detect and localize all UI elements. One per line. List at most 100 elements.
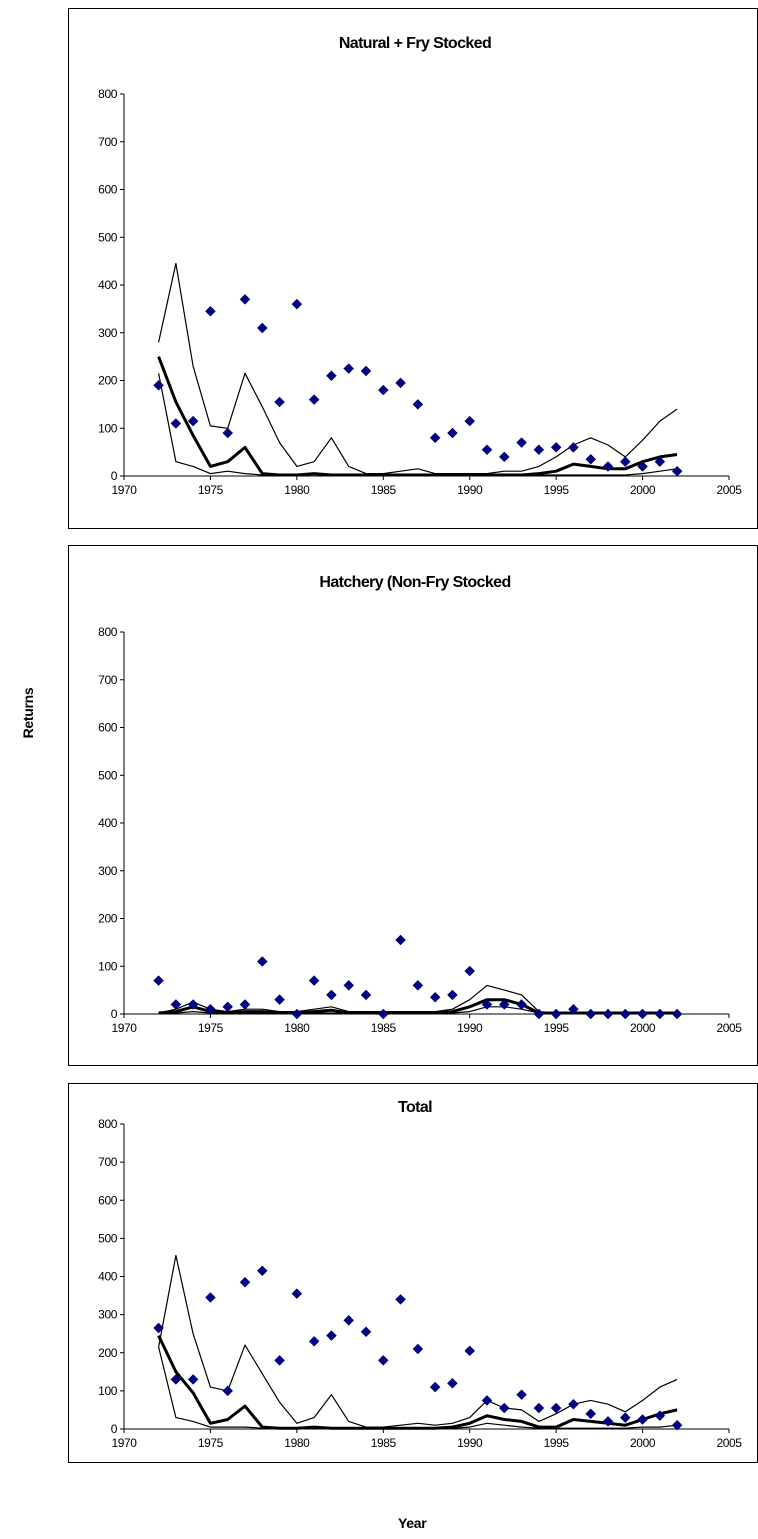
observed-point — [239, 293, 251, 305]
observed-point — [533, 1402, 545, 1414]
chart-panel-hatchery: Hatchery (Non-Fry Stocked 0 100 200 300 400 50… — [68, 545, 758, 1066]
y-tick-label: 700 — [98, 1155, 118, 1169]
observed-point — [464, 415, 476, 427]
observed-point — [343, 1314, 355, 1326]
x-tick-label: 2000 — [630, 1436, 656, 1450]
x-tick-label: 1970 — [111, 1436, 137, 1450]
observed-point — [377, 1008, 389, 1020]
observed-point — [464, 965, 476, 977]
observed-point — [602, 461, 614, 472]
observed-point — [464, 1345, 476, 1357]
observed-point — [568, 1398, 579, 1410]
observed-point — [291, 1288, 303, 1300]
y-tick-label: 400 — [98, 816, 118, 830]
observed-point — [429, 432, 441, 444]
observed-point — [619, 456, 631, 468]
x-tick-label: 1995 — [544, 1021, 570, 1035]
observed-point — [291, 1008, 303, 1020]
x-tick-label: 1995 — [544, 1436, 570, 1450]
observed-point — [585, 453, 597, 465]
x-tick-label: 1985 — [371, 483, 397, 497]
observed-point — [239, 999, 251, 1010]
observed-point — [256, 322, 268, 334]
y-tick-label: 500 — [98, 230, 118, 244]
chart-title-natural: Natural + Fry Stocked — [339, 35, 491, 52]
series-line-lower — [158, 1346, 678, 1429]
observed-point — [308, 1335, 320, 1347]
x-tick-label: 1970 — [111, 483, 137, 497]
observed-point — [550, 1008, 562, 1020]
x-tick-label: 2005 — [716, 1021, 742, 1035]
observed-point — [343, 979, 355, 991]
y-tick-label: 300 — [98, 1308, 118, 1322]
observed-point — [671, 465, 683, 477]
observed-point — [412, 1343, 424, 1355]
observed-point — [637, 1414, 648, 1425]
observed-point — [516, 999, 527, 1010]
observed-point — [377, 384, 389, 396]
x-tick-label: 1970 — [111, 1021, 137, 1035]
observed-point — [360, 1326, 372, 1338]
observed-point — [343, 363, 355, 374]
observed-point — [585, 1008, 597, 1020]
observed-point — [187, 1374, 199, 1385]
y-tick-label: 600 — [98, 721, 118, 735]
chart-title-hatchery: Hatchery (Non-Fry Stocked — [319, 574, 510, 591]
observed-point — [481, 999, 493, 1010]
observed-point — [481, 1395, 493, 1406]
x-tick-label: 1990 — [457, 483, 483, 497]
observed-point — [256, 956, 268, 967]
y-tick-label: 200 — [98, 1346, 118, 1360]
observed-point — [222, 427, 234, 439]
observed-point — [585, 1408, 597, 1420]
y-tick-label: 600 — [98, 1193, 118, 1207]
x-tick-label: 1975 — [198, 1436, 224, 1450]
chart-panel-natural: Natural + Fry Stocked 0 100 200 300 400 500 600… — [68, 8, 758, 529]
series-line-upper — [158, 262, 678, 475]
y-tick-label: 600 — [98, 183, 118, 197]
observed-point — [256, 1265, 268, 1277]
series-line-median — [157, 356, 678, 477]
y-tick-label: 300 — [98, 864, 118, 878]
observed-point — [498, 451, 510, 463]
observed-point — [291, 298, 303, 310]
y-tick-label: 100 — [98, 1384, 118, 1398]
y-tick-label: 700 — [98, 135, 118, 149]
observed-point — [205, 1292, 216, 1303]
observed-point — [326, 370, 337, 382]
observed-point — [326, 989, 337, 1001]
x-tick-label: 1980 — [284, 1021, 310, 1035]
chart-title-total: Total — [398, 1099, 432, 1116]
y-tick-label: 800 — [98, 1117, 118, 1131]
chart-panel-total: Total 0 100 200 300 400 500 600 700 800 1970 1975 19… — [68, 1083, 758, 1463]
observed-point — [153, 975, 164, 986]
observed-point — [170, 999, 182, 1010]
observed-point — [516, 1389, 527, 1401]
x-tick-label: 2000 — [630, 483, 656, 497]
observed-point — [187, 415, 199, 427]
observed-point — [395, 377, 406, 389]
y-tick-label: 800 — [98, 87, 118, 101]
observed-point — [602, 1416, 614, 1427]
observed-point — [568, 1003, 579, 1015]
observed-point — [395, 1294, 406, 1305]
observed-point — [170, 1374, 182, 1385]
observed-point — [222, 1001, 234, 1013]
observed-point — [308, 394, 320, 405]
observed-point — [205, 1003, 216, 1015]
x-tick-label: 2005 — [716, 483, 742, 497]
y-tick-label: 0 — [111, 1007, 118, 1021]
observed-point — [412, 399, 424, 410]
observed-point — [222, 1385, 234, 1397]
y-tick-label: 500 — [98, 768, 118, 782]
observed-point — [429, 991, 441, 1003]
observed-point — [447, 989, 458, 1001]
y-tick-label: 0 — [111, 469, 118, 483]
x-tick-label: 1995 — [544, 483, 570, 497]
observed-point — [654, 1008, 666, 1020]
observed-point — [602, 1008, 614, 1020]
chart-svg-total: Total 0 100 200 300 400 500 600 700 800 1970 1975 19… — [98, 1099, 742, 1450]
observed-point — [550, 441, 562, 453]
observed-point — [429, 1381, 441, 1393]
observed-point — [274, 396, 285, 408]
